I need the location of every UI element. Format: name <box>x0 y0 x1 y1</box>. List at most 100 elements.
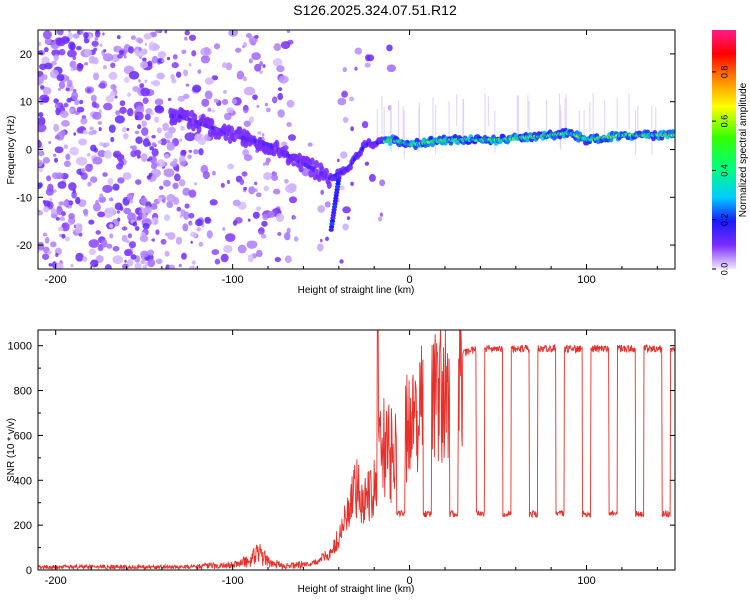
noise-streak <box>559 104 561 148</box>
noise-blob <box>58 201 65 206</box>
noise-blob <box>354 47 363 55</box>
spectrogram-heatmap <box>38 30 675 269</box>
noise-blob <box>144 113 151 121</box>
noise-blob <box>286 30 291 34</box>
noise-blob <box>123 248 133 257</box>
noise-blob <box>291 161 297 167</box>
noise-blob <box>61 119 70 127</box>
noise-blob <box>273 43 282 52</box>
noise-blob <box>76 45 82 51</box>
noise-blob <box>127 92 132 97</box>
snr-frame <box>37 329 676 571</box>
noise-streak <box>390 105 392 152</box>
noise-blob <box>188 62 192 67</box>
noise-blob <box>134 226 140 231</box>
noise-blob <box>88 248 96 256</box>
noise-blob <box>184 30 190 36</box>
noise-blob <box>154 98 164 106</box>
noise-blob <box>38 116 46 126</box>
noise-blob <box>69 108 74 113</box>
noise-blob <box>292 215 297 220</box>
noise-blob <box>265 107 271 113</box>
noise-blob <box>110 62 116 69</box>
noise-blob <box>138 210 143 214</box>
noise-blob <box>105 142 110 147</box>
noise-blob <box>262 132 265 137</box>
noise-blob <box>175 166 180 172</box>
noise-blob <box>41 96 49 103</box>
noise-blob <box>57 87 61 91</box>
noise-blob <box>97 245 104 252</box>
noise-blob <box>320 189 325 195</box>
noise-blob <box>122 263 129 269</box>
noise-blob <box>147 249 155 256</box>
noise-blob <box>92 57 99 65</box>
noise-blob <box>155 229 160 235</box>
noise-blob <box>257 131 262 135</box>
noise-blob <box>142 223 150 230</box>
noise-blob <box>286 227 291 234</box>
y-tick-label: 400 <box>14 475 32 487</box>
noise-blob <box>243 186 247 191</box>
noise-blob <box>38 159 43 167</box>
noise-blob <box>69 146 79 156</box>
noise-blob <box>349 96 355 102</box>
noise-blob <box>117 177 125 184</box>
noise-blob <box>88 219 95 225</box>
noise-blob <box>41 74 48 81</box>
noise-blob <box>264 102 269 107</box>
noise-blob <box>246 240 258 249</box>
noise-blob <box>117 217 121 222</box>
noise-blob <box>126 193 134 201</box>
noise-blob <box>185 83 190 87</box>
noise-blob <box>61 222 70 232</box>
noise-blob <box>171 78 177 84</box>
noise-blob <box>220 253 229 263</box>
noise-blob <box>339 185 345 191</box>
noise-blob <box>123 76 130 83</box>
noise-blob <box>271 174 279 181</box>
noise-blob <box>54 134 61 140</box>
y-tick-label: 1000 <box>8 341 32 353</box>
colorbar-gradient <box>712 30 736 269</box>
noise-blob <box>109 223 114 229</box>
y-tick-label: 200 <box>14 520 32 532</box>
noise-blob <box>38 241 45 251</box>
noise-blob <box>188 212 195 219</box>
ridge-halo <box>209 118 215 127</box>
noise-blob <box>193 149 199 155</box>
noise-blob <box>75 156 88 166</box>
noise-blob <box>118 49 125 56</box>
noise-blob <box>263 185 270 192</box>
noise-blob <box>166 56 171 61</box>
x-tick-label: -200 <box>45 274 67 286</box>
noise-blob <box>251 52 261 61</box>
noise-blob <box>201 98 210 107</box>
noise-blob <box>61 211 66 217</box>
noise-blob <box>53 123 60 132</box>
noise-blob <box>72 55 77 61</box>
noise-blob <box>148 156 153 161</box>
noise-blob <box>79 99 84 105</box>
noise-blob <box>143 32 152 40</box>
noise-blob <box>204 216 211 224</box>
noise-blob <box>226 179 231 185</box>
noise-blob <box>259 230 264 235</box>
noise-blob <box>59 233 63 237</box>
noise-blob <box>115 110 121 116</box>
noise-blob <box>142 57 147 62</box>
noise-blob <box>301 167 310 177</box>
noise-blob <box>364 161 370 166</box>
noise-blob <box>191 260 196 265</box>
noise-blob <box>57 226 64 232</box>
noise-blob <box>38 41 42 47</box>
noise-blob <box>248 58 253 64</box>
noise-blob <box>50 208 57 215</box>
noise-blob <box>80 168 86 174</box>
noise-blob <box>180 149 187 156</box>
noise-blob <box>386 44 393 52</box>
ridge-halo <box>316 173 322 182</box>
noise-blob <box>203 47 210 55</box>
noise-blob <box>89 126 94 131</box>
noise-blob <box>57 181 67 189</box>
